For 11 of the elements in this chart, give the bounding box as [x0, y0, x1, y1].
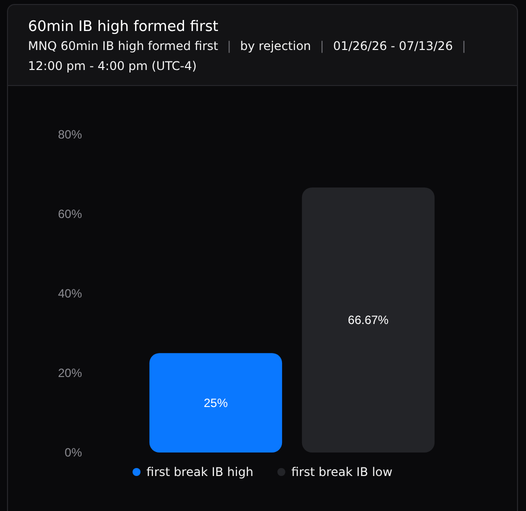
data-label: 25% — [204, 396, 228, 410]
y-tick-label: 20% — [58, 366, 82, 380]
data-label: 66.67% — [348, 313, 389, 328]
y-tick-label: 60% — [58, 207, 82, 222]
chart-title: 60min IB high formed first — [28, 19, 219, 35]
text: MNQ 60min IB high formed first | by rejection | 01/26/26 - 07/13/26 | 12:00 pm - 4:00 pm (UTC-4) — [28, 39, 466, 73]
legend-label: first break IB high — [146, 465, 254, 480]
y-tick-label: 0% — [64, 446, 82, 460]
y-tick-label: 40% — [58, 286, 82, 301]
legend-label: first break IB low — [291, 465, 393, 480]
y-tick-label: 80% — [58, 128, 82, 142]
